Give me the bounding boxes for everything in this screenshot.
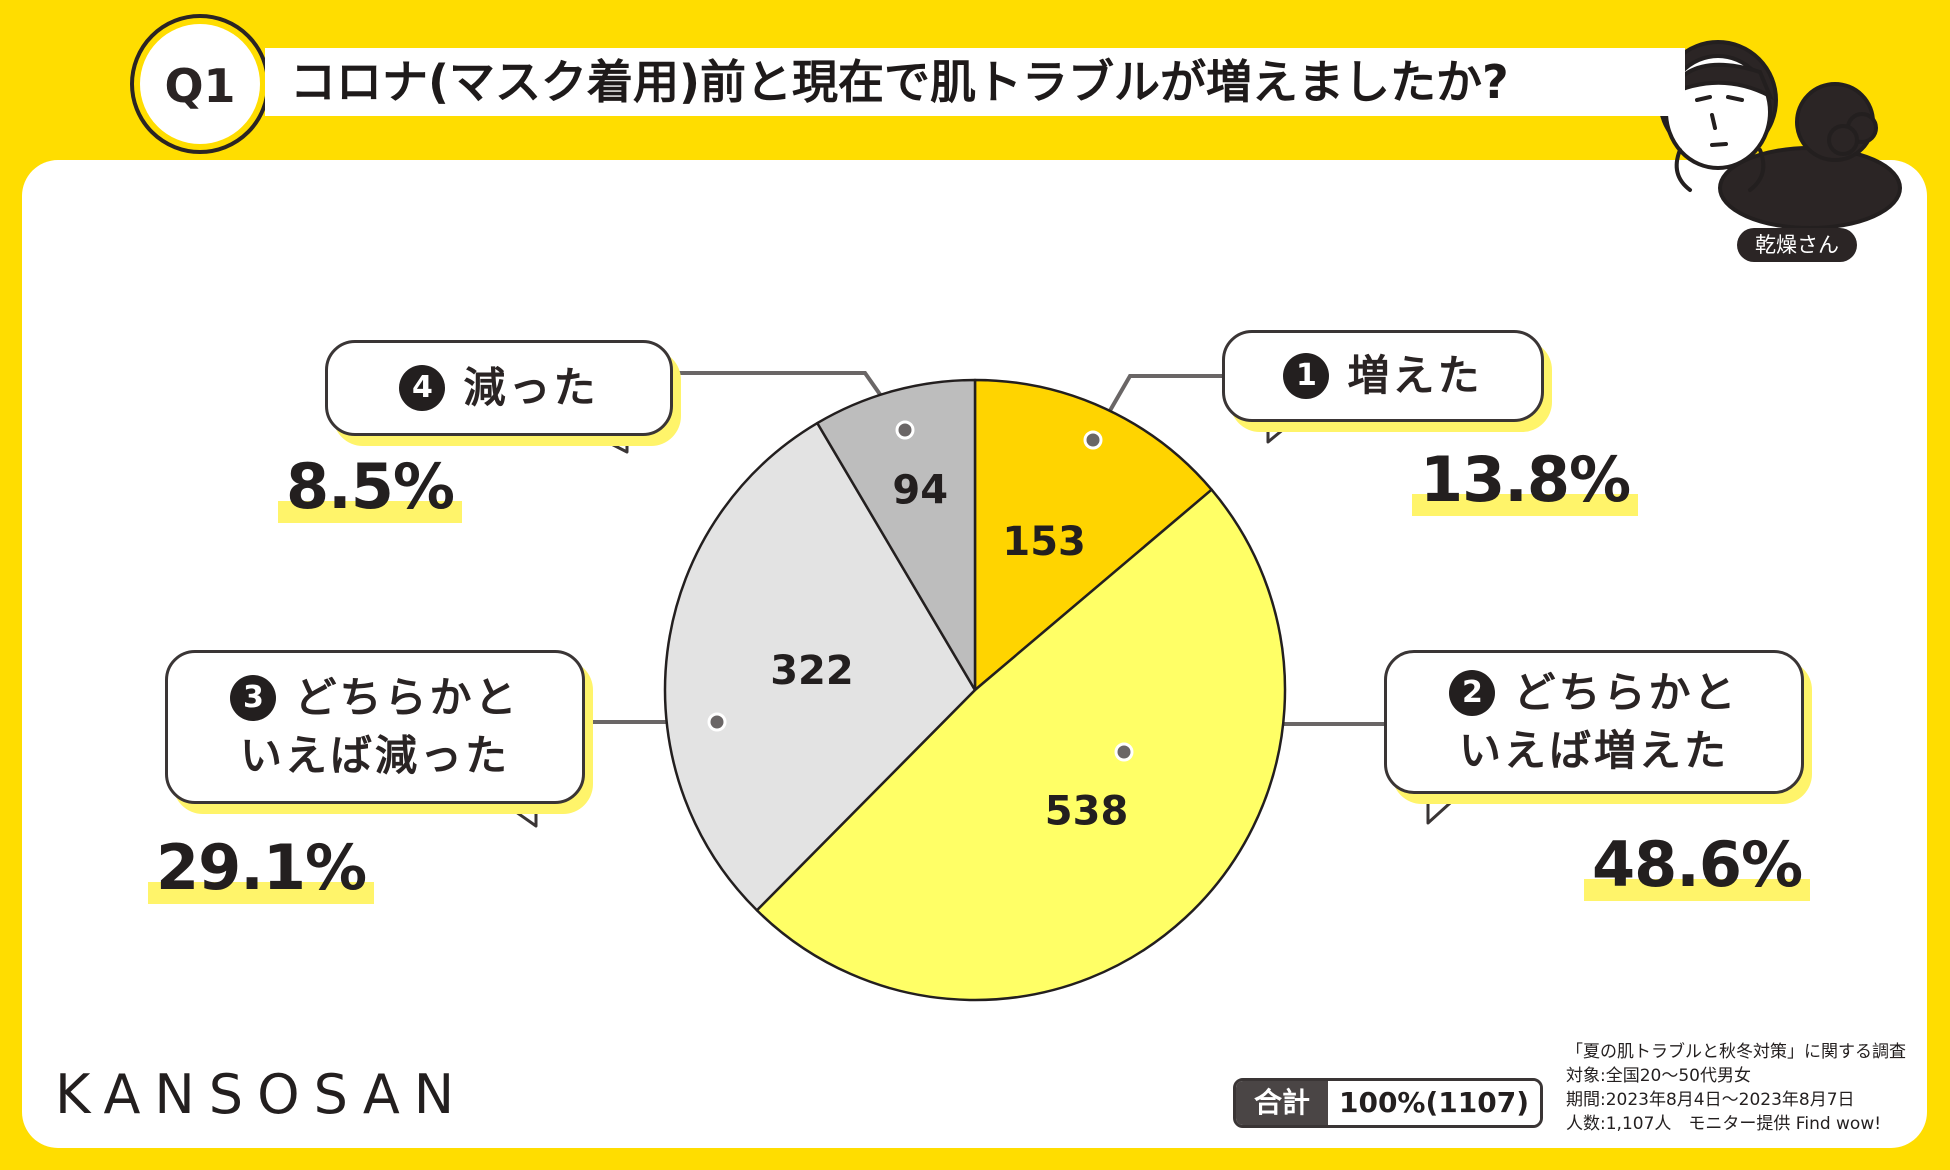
legend-label-3a: どちらかと [294, 673, 520, 722]
leader-dot-1 [1083, 430, 1103, 450]
question-badge: Q1 [164, 59, 236, 113]
title-bar [265, 48, 1685, 116]
legend-label-3b: いえば減った [239, 731, 510, 780]
character-illustration [1658, 40, 1902, 230]
survey-note-1: 「夏の肌トラブルと秋冬対策」に関する調査 [1566, 1042, 1906, 1062]
character-name-badge: 乾燥さん [1737, 228, 1857, 262]
legend-row: 4 減った [399, 359, 598, 417]
legend-bubble-1: 1 増えた [1222, 330, 1544, 422]
brand-logo: KANSOSAN [55, 1063, 469, 1126]
pie-slice-3 [663, 421, 977, 912]
total-value: 100%(1107) [1328, 1081, 1540, 1125]
legend-label-1: 増えた [1347, 351, 1483, 400]
legend-label-2b: いえば増えた [1458, 726, 1729, 775]
leader-dot-2 [1114, 742, 1134, 762]
legend-row: 1 増えた [1283, 347, 1482, 405]
pie-value-label-4: 94 [892, 468, 948, 514]
percent-label-3: 29.1% [148, 831, 375, 904]
pie-slice-1 [973, 378, 1213, 692]
legend-label-2a: どちらかと [1513, 668, 1739, 717]
survey-note-4: 人数:1,107人 モニター提供 Find wow! [1566, 1114, 1882, 1134]
survey-notes: 「夏の肌トラブルと秋冬対策」に関する調査 対象:全国20〜50代男女 期間:20… [1566, 1040, 1926, 1140]
percent-label-1: 13.8% [1412, 443, 1639, 516]
bubble-tail-2 [1426, 783, 1472, 825]
legend-row: 3 どちらかと [230, 669, 519, 727]
percent-label-4: 8.5% [278, 450, 462, 523]
survey-note-3: 期間:2023年8月4日〜2023年8月7日 [1566, 1090, 1855, 1110]
legend-label-4: 減った [463, 363, 599, 412]
leader-dot-3 [707, 712, 727, 732]
legend-marker-2: 2 [1449, 670, 1496, 716]
legend-row: 2 どちらかと [1449, 664, 1738, 722]
legend-bubble-2: 2 どちらかと いえば増えた [1384, 650, 1804, 794]
legend-bubble-4: 4 減った [325, 340, 673, 436]
pie-value-label-2: 538 [1045, 789, 1129, 835]
leader-dot-4 [895, 420, 915, 440]
pie-slice-4 [816, 378, 977, 692]
page-title: コロナ(マスク着用)前と現在で肌トラブルが増えましたか? [290, 55, 1509, 109]
survey-note-2: 対象:全国20〜50代男女 [1566, 1066, 1751, 1086]
total-box: 合計 100%(1107) [1233, 1078, 1543, 1128]
leader-dots [707, 420, 1134, 762]
pie-value-label-1: 153 [1002, 519, 1086, 565]
pie-chart: 153 538 322 94 [663, 378, 1287, 1002]
pie-slice-2 [755, 488, 1287, 1002]
legend-marker-1: 1 [1283, 353, 1330, 399]
total-label: 合計 [1236, 1081, 1328, 1125]
legend-marker-4: 4 [399, 365, 446, 411]
percent-label-2: 48.6% [1584, 828, 1811, 901]
pie-value-label-3: 322 [770, 648, 854, 694]
legend-bubble-3: 3 どちらかと いえば減った [165, 650, 585, 804]
legend-marker-3: 3 [230, 675, 277, 721]
